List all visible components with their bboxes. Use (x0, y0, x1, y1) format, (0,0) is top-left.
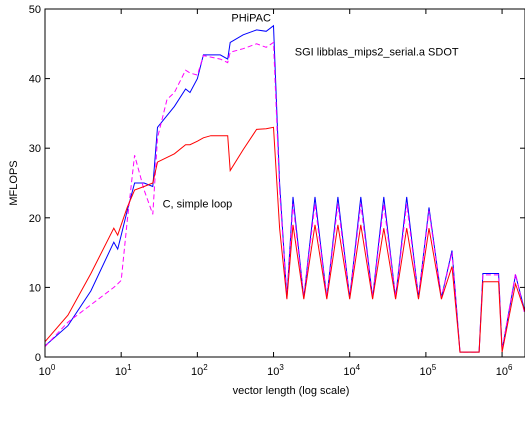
series-line-c-simple-loop (44, 126, 525, 353)
y-tick-label: 40 (29, 74, 41, 86)
axes (44, 8, 525, 358)
series-line-phipac (44, 24, 525, 353)
series-line-sgi-libblas-mips2-serial-a-sdot (44, 41, 525, 353)
x-tick-label: 102 (191, 363, 208, 378)
x-axis-label: vector length (log scale) (233, 385, 350, 397)
y-tick-label: 20 (29, 213, 41, 225)
y-tick-label: 10 (29, 282, 41, 294)
x-tick-label: 101 (115, 363, 132, 378)
x-tick-label: 105 (420, 363, 437, 378)
y-axis-label: MFLOPS (8, 160, 20, 205)
ticks (44, 8, 525, 358)
plot-lines (44, 24, 525, 353)
annotation-c-simple-loop: C, simple loop (163, 198, 233, 210)
x-tick-label: 106 (496, 363, 513, 378)
x-tick-labels: 100 101 102 103 104 105 106 (39, 363, 513, 378)
x-tick-label: 100 (39, 363, 56, 378)
x-tick-label: 104 (343, 363, 360, 378)
annotation-sgi-libblas-mips2-serial-a-sdot: SGI libblas_mips2_serial.a SDOT (295, 47, 459, 59)
y-tick-label: 30 (29, 143, 41, 155)
y-tick-label: 50 (29, 4, 41, 16)
annotations: PHiPAC SGI libblas_mips2_serial.a SDOT C, … (163, 13, 459, 211)
plot-frame (44, 8, 525, 358)
y-tick-label: 0 (35, 352, 41, 364)
annotation-phipac: PHiPAC (231, 13, 271, 25)
y-tick-labels: 0 10 20 30 40 50 (29, 4, 41, 364)
x-tick-label: 103 (267, 363, 284, 378)
